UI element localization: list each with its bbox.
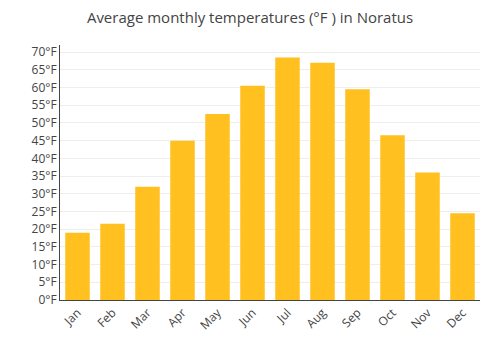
svg-text:Mar: Mar: [127, 304, 155, 332]
svg-text:Sep: Sep: [338, 304, 365, 331]
svg-text:Aug: Aug: [302, 304, 330, 332]
svg-text:40°F: 40°F: [32, 150, 57, 167]
svg-text:May: May: [196, 304, 225, 333]
svg-text:20°F: 20°F: [32, 220, 57, 237]
svg-text:60°F: 60°F: [32, 79, 57, 96]
svg-text:Jul: Jul: [272, 304, 294, 326]
svg-text:Average monthly temperatures (: Average monthly temperatures (°F ) in No…: [87, 7, 413, 27]
svg-text:45°F: 45°F: [32, 132, 57, 149]
svg-text:Feb: Feb: [93, 304, 119, 330]
svg-text:25°F: 25°F: [32, 203, 57, 220]
svg-text:Nov: Nov: [407, 304, 435, 332]
svg-text:10°F: 10°F: [32, 256, 57, 273]
svg-text:15°F: 15°F: [32, 238, 57, 255]
svg-text:5°F: 5°F: [38, 273, 56, 290]
svg-text:55°F: 55°F: [32, 96, 57, 113]
svg-text:50°F: 50°F: [32, 114, 57, 131]
svg-text:30°F: 30°F: [32, 185, 57, 202]
svg-text:Jun: Jun: [234, 304, 259, 329]
svg-text:65°F: 65°F: [32, 61, 57, 78]
svg-text:0°F: 0°F: [38, 291, 56, 308]
svg-text:Jan: Jan: [60, 304, 85, 329]
svg-text:Oct: Oct: [374, 304, 400, 330]
svg-text:Apr: Apr: [164, 304, 190, 330]
svg-text:70°F: 70°F: [32, 43, 57, 60]
svg-text:Dec: Dec: [443, 304, 470, 331]
svg-text:35°F: 35°F: [32, 167, 57, 184]
